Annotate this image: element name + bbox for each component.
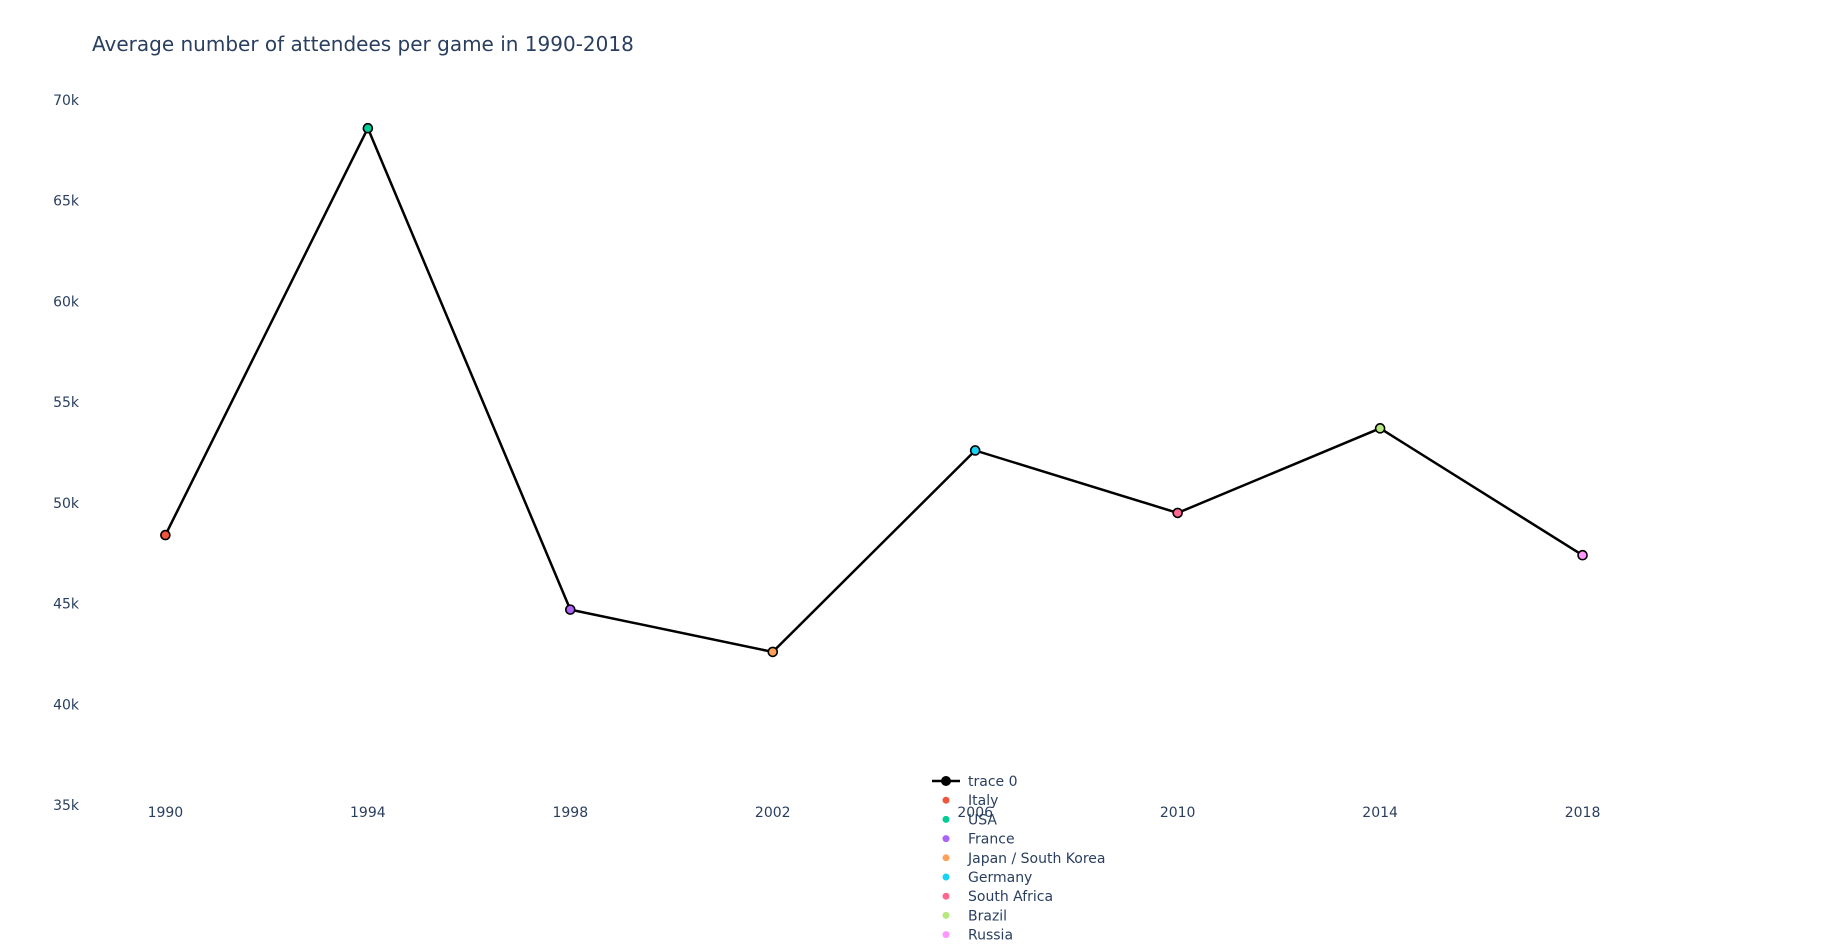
- points-layer: [160, 122, 1588, 658]
- legend-item-germany[interactable]: Germany: [942, 870, 1033, 886]
- legend-item-italy[interactable]: Italy: [942, 793, 999, 809]
- legend-color-swatch: [942, 873, 950, 881]
- legend-label: Germany: [968, 870, 1032, 886]
- y-tick-label: 60k: [53, 294, 80, 310]
- legend-label: Italy: [968, 793, 998, 809]
- y-tick-label: 40k: [53, 697, 80, 713]
- y-tick-label: 70k: [53, 93, 80, 109]
- legend-item-france[interactable]: France: [942, 832, 1015, 848]
- legend-color-swatch: [942, 815, 950, 823]
- data-point-usa[interactable]: [362, 122, 374, 134]
- legend[interactable]: trace 0 Italy USA France Japan / South Korea…: [932, 774, 1106, 944]
- legend-item-trace-0[interactable]: trace 0: [932, 774, 1018, 790]
- legend-label: USA: [968, 812, 997, 828]
- x-tick-label: 2010: [1160, 805, 1196, 821]
- legend-label: France: [968, 832, 1015, 848]
- y-tick-label: 35k: [53, 798, 80, 814]
- legend-item-russia[interactable]: Russia: [942, 928, 1014, 944]
- x-tick-label: 2018: [1565, 805, 1601, 821]
- chart-title: Average number of attendees per game in …: [92, 32, 634, 56]
- x-tick-label: 2006: [957, 805, 993, 821]
- legend-label: Russia: [968, 928, 1013, 944]
- data-point-south-africa[interactable]: [1172, 507, 1183, 519]
- data-point-germany[interactable]: [969, 445, 981, 456]
- x-tick-label: 1990: [148, 805, 184, 821]
- legend-color-swatch: [942, 835, 950, 843]
- legend-color-swatch: [942, 931, 950, 939]
- legend-item-usa[interactable]: USA: [942, 812, 998, 828]
- legend-item-japan-south-korea[interactable]: Japan / South Korea: [942, 851, 1106, 867]
- series-layer: [164, 125, 1584, 654]
- legend-item-brazil[interactable]: Brazil: [942, 908, 1008, 924]
- legend-label: Japan / South Korea: [967, 851, 1106, 867]
- y-tick-label: 55k: [53, 395, 80, 411]
- x-tick-label: 2002: [755, 805, 791, 821]
- y-tick-label: 65k: [53, 194, 80, 210]
- legend-color-swatch: [942, 892, 950, 900]
- data-point-brazil[interactable]: [1374, 423, 1386, 434]
- data-point-russia[interactable]: [1577, 549, 1588, 561]
- legend-color-swatch: [942, 911, 950, 919]
- legend-label: Brazil: [968, 908, 1007, 924]
- x-tick-label: 1998: [552, 805, 588, 821]
- legend-label: trace 0: [968, 774, 1018, 790]
- x-axis-ticks: 1990 1994 1998 2002 2006 2010 2014 2018: [148, 805, 1601, 821]
- y-tick-label: 50k: [53, 496, 80, 512]
- x-tick-label: 1994: [350, 805, 386, 821]
- data-point-france[interactable]: [564, 604, 576, 615]
- series-line-0: [164, 125, 1584, 654]
- legend-color-swatch: [942, 854, 950, 862]
- x-tick-label: 2014: [1362, 805, 1398, 821]
- data-point-italy[interactable]: [160, 529, 171, 541]
- legend-item-south-africa[interactable]: South Africa: [942, 889, 1054, 905]
- legend-marker-swatch: [941, 776, 951, 786]
- legend-label: South Africa: [968, 889, 1053, 905]
- y-tick-label: 45k: [53, 597, 80, 613]
- data-point-japan-south-korea[interactable]: [767, 646, 779, 658]
- legend-color-swatch: [942, 796, 950, 804]
- y-axis-ticks: 35k 40k 45k 50k 55k 60k 65k 70k: [53, 93, 80, 814]
